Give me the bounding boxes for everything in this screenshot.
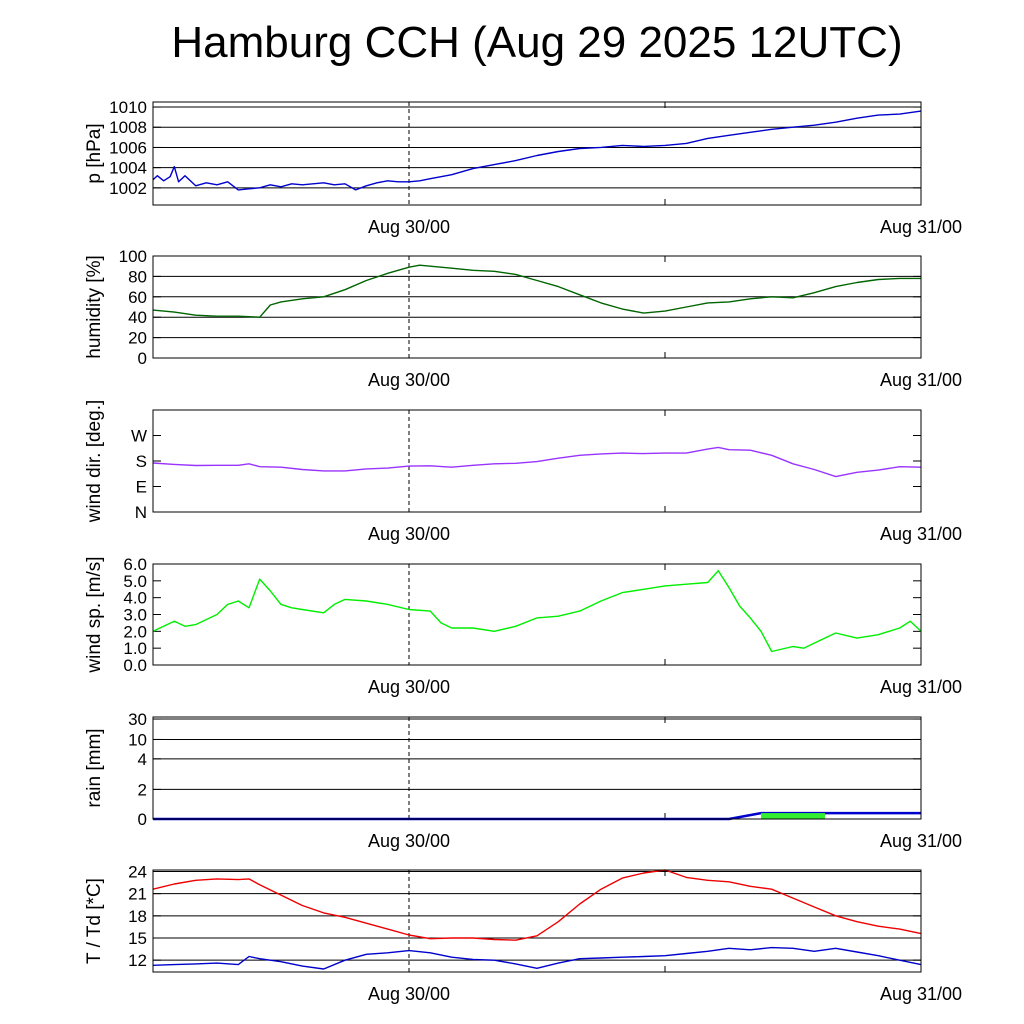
y-tick-label: 6.0 <box>123 555 147 574</box>
series-line <box>152 110 922 191</box>
y-tick-label: S <box>136 452 147 471</box>
y-tick-label: 18 <box>128 907 147 926</box>
y-tick-label: 1006 <box>109 138 147 157</box>
rain-bar <box>761 813 825 819</box>
x-tick-label: Aug 30/00 <box>368 217 450 237</box>
y-tick-label: 1.0 <box>123 639 147 658</box>
y-tick-label: 0.0 <box>123 656 147 675</box>
y-tick-label: 20 <box>128 329 147 348</box>
x-tick-label: Aug 30/00 <box>368 984 450 1004</box>
panel-frame <box>152 255 922 359</box>
y-tick-label: 2.0 <box>123 622 147 641</box>
x-tick-label: Aug 31/00 <box>880 677 962 697</box>
y-tick-label: 1002 <box>109 179 147 198</box>
x-tick-label: Aug 31/00 <box>880 524 962 544</box>
y-tick-label: 2 <box>138 780 147 799</box>
y-tick-label: 40 <box>128 308 147 327</box>
series-line <box>152 946 922 970</box>
y-tick-label: 4.0 <box>123 589 147 608</box>
series-line <box>152 869 922 941</box>
series-line <box>152 446 922 478</box>
x-tick-label: Aug 30/00 <box>368 524 450 544</box>
y-tick-label: 1008 <box>109 118 147 137</box>
y-tick-label: E <box>136 478 147 497</box>
y-tick-label: 3.0 <box>123 606 147 625</box>
chart-title: Hamburg CCH (Aug 29 2025 12UTC) <box>171 18 903 67</box>
y-tick-label: 24 <box>128 862 147 881</box>
y-tick-label: 30 <box>128 710 147 729</box>
y-axis-label: wind sp. [m/s] <box>84 556 105 673</box>
y-tick-label: N <box>135 503 147 522</box>
panel-frame <box>152 716 922 820</box>
panel-frame <box>152 101 922 206</box>
x-tick-label: Aug 31/00 <box>880 831 962 851</box>
y-tick-label: 10 <box>128 730 147 749</box>
y-tick-label: W <box>131 427 147 446</box>
y-axis-label: p [hPa] <box>84 123 105 183</box>
y-tick-label: 60 <box>128 288 147 307</box>
y-tick-label: 5.0 <box>123 572 147 591</box>
y-tick-label: 80 <box>128 267 147 286</box>
y-axis-label: humidity [%] <box>84 255 105 358</box>
y-axis-label: wind dir. [deg.] <box>84 400 105 524</box>
y-tick-label: 1004 <box>109 159 147 178</box>
x-tick-label: Aug 31/00 <box>880 370 962 390</box>
series-line <box>152 264 921 318</box>
y-tick-label: 0 <box>138 349 147 368</box>
panel-frame <box>152 563 922 666</box>
y-tick-label: 1010 <box>109 98 147 117</box>
x-tick-label: Aug 30/00 <box>368 677 450 697</box>
x-tick-label: Aug 31/00 <box>880 984 962 1004</box>
y-axis-label: rain [mm] <box>84 728 105 807</box>
y-axis-label: T / Td [*C] <box>84 878 105 964</box>
y-tick-label: 0 <box>138 810 147 829</box>
y-tick-label: 15 <box>128 929 147 948</box>
y-tick-label: 12 <box>128 951 147 970</box>
panel-frame <box>152 869 922 973</box>
y-tick-label: 21 <box>128 885 147 904</box>
series-line <box>152 570 922 653</box>
y-tick-label: 100 <box>119 247 147 266</box>
panel-frame <box>152 409 922 513</box>
y-tick-label: 4 <box>138 750 147 769</box>
x-tick-label: Aug 30/00 <box>368 370 450 390</box>
x-tick-label: Aug 31/00 <box>880 217 962 237</box>
x-tick-label: Aug 30/00 <box>368 831 450 851</box>
